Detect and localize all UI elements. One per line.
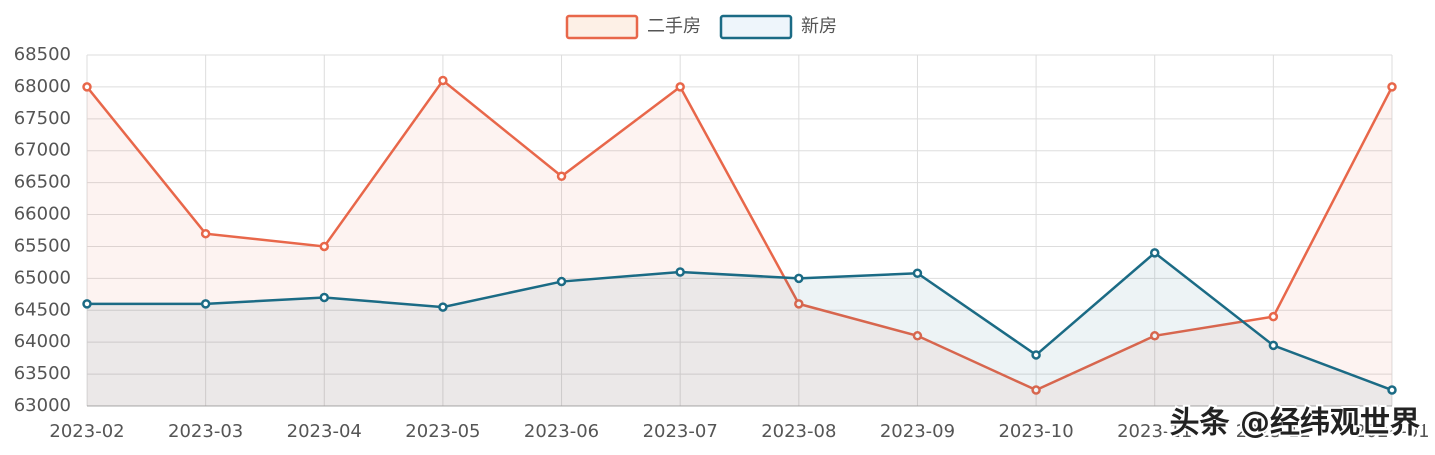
point [675,82,685,92]
y-tick-label: 68500 [14,44,71,65]
x-tick-label: 2023-03 [168,421,243,442]
x-tick-label: 2023-10 [998,421,1073,442]
point [438,75,448,86]
point [1149,248,1160,258]
watermark: 头条 @经纬观世界 [1170,406,1420,441]
x-tick-label: 2023-12 [1236,421,1311,442]
point [556,171,567,182]
legend-swatch [565,14,639,40]
y-tick-label: 64000 [14,331,71,352]
x-tick-label: 2023-06 [524,421,599,442]
y-tick-label: 64500 [14,299,71,320]
y-tick-label: 67500 [14,108,71,129]
point [1031,385,1041,395]
point [82,82,92,92]
point [1031,350,1041,360]
x-tick-label: 2023-08 [761,421,836,442]
y-tick-label: 65500 [14,235,71,256]
point [1268,311,1279,322]
x-tick-label: 2023-05 [405,421,480,442]
point [912,331,923,341]
point [82,299,92,309]
point [556,276,567,287]
legend-label: 新房 [801,16,837,37]
point [1268,340,1279,351]
point [319,292,330,303]
y-tick-label: 63000 [14,395,71,416]
x-tick-label: 2023-11 [1117,421,1192,442]
area-fill [87,252,1392,406]
y-tick-label: 66000 [14,204,71,225]
point [200,228,211,239]
area-fill [87,80,1392,406]
point [912,268,923,279]
point [1149,331,1160,341]
point [319,241,330,252]
point [1387,82,1397,92]
point [438,302,448,312]
point [200,299,211,309]
x-tick-label: 2023-09 [880,421,955,442]
legend-swatch [719,14,793,40]
x-tick-label: 2024-01 [1354,421,1429,442]
x-tick-label: 2023-04 [287,421,362,442]
series-line [86,78,1394,392]
y-tick-label: 67000 [14,140,71,161]
point [1387,385,1397,395]
series-line [87,251,1393,392]
x-tick-label: 2023-02 [49,421,124,442]
y-tick-label: 63500 [14,363,71,384]
x-tick-label: 2023-07 [643,421,718,442]
y-tick-label: 66500 [14,172,71,193]
legend-label: 二手房 [647,16,701,37]
point [675,267,685,277]
point [794,273,804,284]
y-tick-label: 68000 [14,76,71,97]
y-tick-label: 65000 [14,267,71,288]
point [794,299,804,309]
